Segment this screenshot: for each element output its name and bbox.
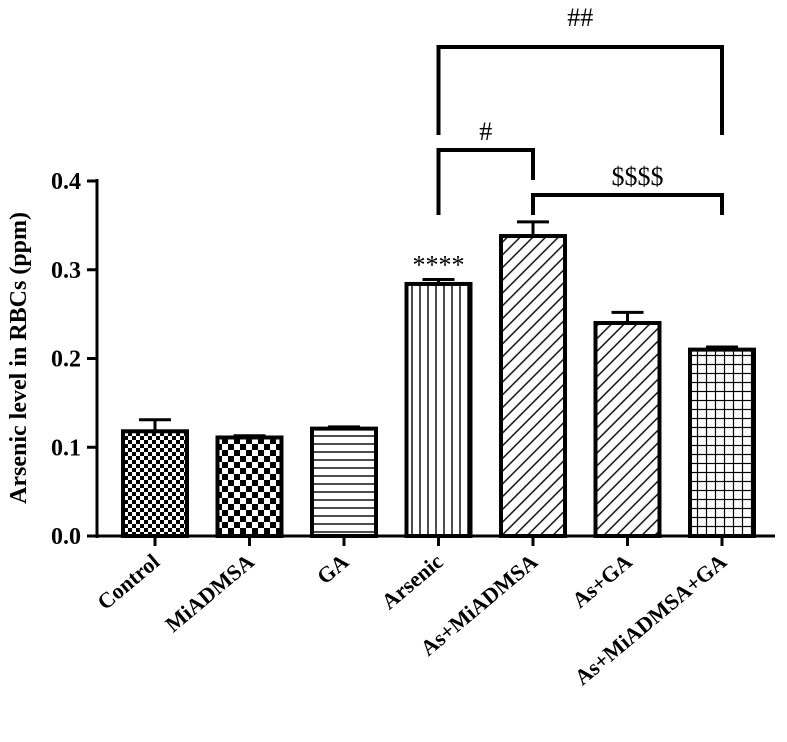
y-ticks-group: 0.0 0.1 0.2 0.3 0.4 <box>51 169 724 550</box>
arsenic-significance-label: **** <box>413 251 465 280</box>
bar-miadmsa <box>215 435 284 538</box>
dollar-bracket <box>531 193 724 215</box>
bar-as-miadmsa <box>499 234 567 538</box>
y-tick-label: 0.2 <box>51 347 81 373</box>
hash-single-label: # <box>479 117 492 146</box>
x-tick-label: GA <box>312 549 353 589</box>
bar-as-ga <box>593 321 662 538</box>
x-tick-label: As+MiADMSA+GA <box>570 549 732 690</box>
bar-control <box>121 429 189 538</box>
x-tick-label: Arsenic <box>376 549 447 615</box>
x-tick-label: MiADMSA <box>160 549 259 637</box>
bar-as-miadmsa-ga <box>688 347 756 538</box>
hash-double-bracket <box>436 45 724 135</box>
hash-single-bracket <box>436 148 535 215</box>
bar-arsenic <box>404 281 473 539</box>
x-tick-label: Control <box>92 549 164 615</box>
y-tick-label: 0.0 <box>51 524 81 550</box>
y-axis-title: Arsenic level in RBCs (ppm) <box>6 212 32 504</box>
hash-double-label: ## <box>567 3 593 32</box>
dollar-label: $$$$ <box>612 162 664 191</box>
y-tick-label: 0.1 <box>51 435 81 461</box>
x-tick-label: As+GA <box>567 549 637 613</box>
significance-annotations: ****###$$$$ <box>413 3 724 280</box>
y-tick-label: 0.4 <box>51 169 81 195</box>
bar-ga <box>310 426 378 538</box>
y-tick-label: 0.3 <box>51 258 81 284</box>
